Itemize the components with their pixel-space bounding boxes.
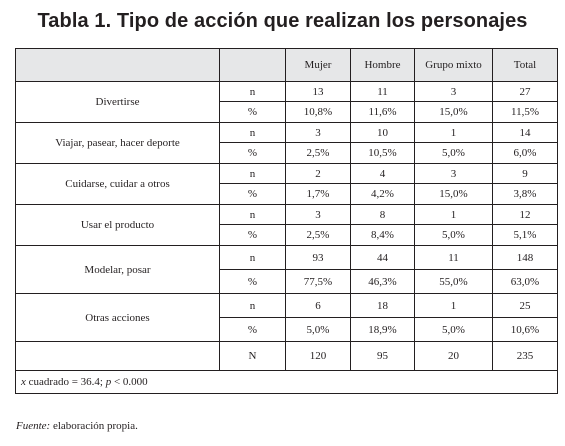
value-cell: 1 <box>414 204 493 225</box>
source-footnote: Fuente: elaboración propia. <box>16 420 138 432</box>
table-row: Cuidarse, cuidar a otros n 2 4 3 9 <box>15 163 558 205</box>
measure-label: % <box>219 142 286 164</box>
table-title: Tabla 1. Tipo de acción que realizan los… <box>37 10 528 32</box>
table-row: Modelar, posar n 93 44 11 148 <box>15 245 558 294</box>
value-cell: 11 <box>350 81 415 102</box>
value-cell: 5,0% <box>285 317 351 342</box>
value-cell: 2,5% <box>285 142 351 164</box>
value-cell: 14 <box>492 122 558 143</box>
header-row: Mujer Hombre Grupo mixto Total <box>15 48 558 82</box>
measure-label: n <box>219 81 286 102</box>
category-cell: Usar el producto <box>15 204 220 246</box>
table-row: Divertirse n 13 11 3 27 <box>15 81 558 123</box>
col-header-hombre: Hombre <box>350 48 415 82</box>
value-cell: 1,7% <box>285 183 351 205</box>
measure-label: % <box>219 183 286 205</box>
value-cell: 11,6% <box>350 101 415 123</box>
total-value-cell: 120 <box>285 341 351 371</box>
value-cell: 11 <box>414 245 493 270</box>
measure-label: n <box>219 122 286 143</box>
category-cell: Otras acciones <box>15 293 220 342</box>
value-cell: 3 <box>285 122 351 143</box>
value-cell: 55,0% <box>414 269 493 294</box>
value-cell: 10 <box>350 122 415 143</box>
total-value-cell: 20 <box>414 341 493 371</box>
value-cell: 13 <box>285 81 351 102</box>
table-row: Otras acciones n 6 18 1 25 <box>15 293 558 342</box>
value-cell: 10,6% <box>492 317 558 342</box>
value-cell: 44 <box>350 245 415 270</box>
measure-label: % <box>219 269 286 294</box>
measure-label: % <box>219 101 286 123</box>
value-cell: 25 <box>492 293 558 318</box>
header-empty-cell <box>219 48 286 82</box>
stat-p: p <box>105 376 112 388</box>
value-cell: 5,0% <box>414 317 493 342</box>
footnote-label: Fuente: <box>16 420 51 432</box>
col-header-mujer: Mujer <box>285 48 351 82</box>
stat-note: x cuadrado = 36.4; p < 0.000 <box>15 370 558 394</box>
total-value-cell: 95 <box>350 341 415 371</box>
measure-label: % <box>219 224 286 246</box>
value-cell: 5,1% <box>492 224 558 246</box>
measure-label: n <box>219 163 286 184</box>
value-cell: 8 <box>350 204 415 225</box>
value-cell: 18,9% <box>350 317 415 342</box>
measure-label: N <box>219 341 286 371</box>
total-value-cell: 235 <box>492 341 558 371</box>
measure-label: n <box>219 204 286 225</box>
stat-rest: < 0.000 <box>111 376 148 388</box>
value-cell: 1 <box>414 122 493 143</box>
value-cell: 27 <box>492 81 558 102</box>
value-cell: 5,0% <box>414 224 493 246</box>
footnote-text: elaboración propia. <box>50 420 138 432</box>
data-table: Mujer Hombre Grupo mixto Total Divertirs… <box>15 48 558 394</box>
value-cell: 15,0% <box>414 101 493 123</box>
value-cell: 4,2% <box>350 183 415 205</box>
table-row: Viajar, pasear, hacer deporte n 3 10 1 1… <box>15 122 558 164</box>
table-row: Usar el producto n 3 8 1 12 <box>15 204 558 246</box>
value-cell: 15,0% <box>414 183 493 205</box>
value-cell: 3 <box>414 163 493 184</box>
value-cell: 46,3% <box>350 269 415 294</box>
col-header-total: Total <box>492 48 558 82</box>
value-cell: 12 <box>492 204 558 225</box>
value-cell: 11,5% <box>492 101 558 123</box>
value-cell: 8,4% <box>350 224 415 246</box>
header-empty-cell <box>15 48 220 82</box>
value-cell: 77,5% <box>285 269 351 294</box>
measure-label: n <box>219 245 286 270</box>
value-cell: 2 <box>285 163 351 184</box>
col-header-grupo-mixto: Grupo mixto <box>414 48 493 82</box>
value-cell: 3 <box>285 204 351 225</box>
value-cell: 18 <box>350 293 415 318</box>
category-cell: Viajar, pasear, hacer deporte <box>15 122 220 164</box>
value-cell: 6 <box>285 293 351 318</box>
value-cell: 6,0% <box>492 142 558 164</box>
category-cell: Modelar, posar <box>15 245 220 294</box>
value-cell: 10,5% <box>350 142 415 164</box>
value-cell: 148 <box>492 245 558 270</box>
table-row: % 77,5% 46,3% 55,0% 63,0% <box>16 269 558 294</box>
category-cell: Divertirse <box>15 81 220 123</box>
value-cell: 2,5% <box>285 224 351 246</box>
totals-row: N 120 95 20 235 <box>15 341 558 371</box>
totals-empty-cell <box>15 341 220 371</box>
measure-label: n <box>219 293 286 318</box>
measure-label: % <box>219 317 286 342</box>
stat-note-row: x cuadrado = 36.4; p < 0.000 <box>15 370 558 394</box>
table-row: % 5,0% 18,9% 5,0% 10,6% <box>16 317 558 342</box>
value-cell: 10,8% <box>285 101 351 123</box>
value-cell: 3 <box>414 81 493 102</box>
value-cell: 1 <box>414 293 493 318</box>
stat-text: cuadrado = 36.4; <box>25 376 106 388</box>
stat-symbol: x <box>21 376 26 388</box>
value-cell: 63,0% <box>492 269 558 294</box>
value-cell: 3,8% <box>492 183 558 205</box>
value-cell: 4 <box>350 163 415 184</box>
value-cell: 93 <box>285 245 351 270</box>
value-cell: 9 <box>492 163 558 184</box>
category-cell: Cuidarse, cuidar a otros <box>15 163 220 205</box>
value-cell: 5,0% <box>414 142 493 164</box>
